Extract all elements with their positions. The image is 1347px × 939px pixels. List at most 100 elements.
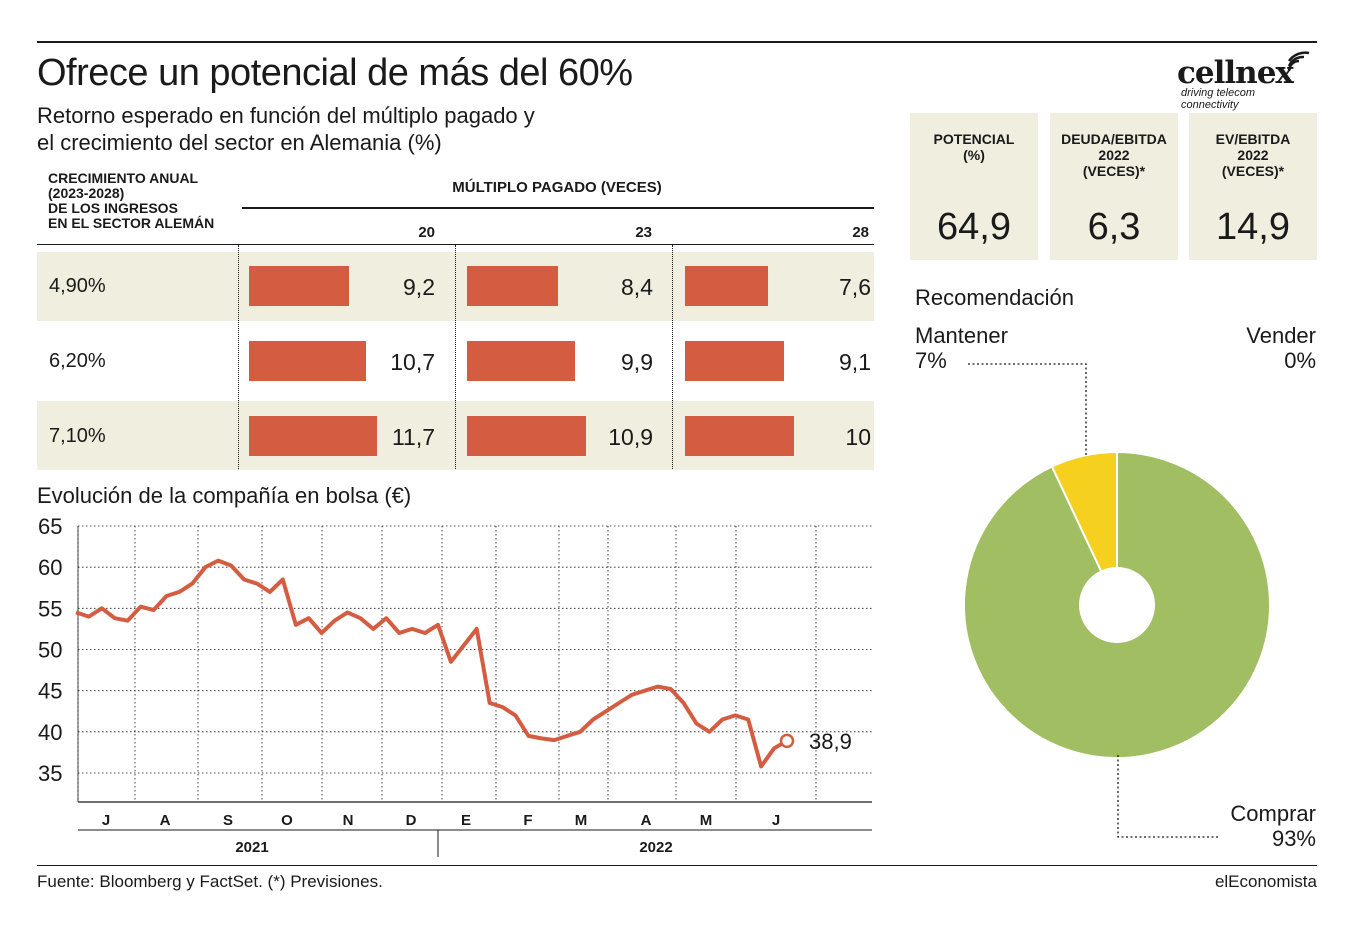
bar bbox=[467, 341, 575, 381]
leader-comprar bbox=[1117, 755, 1218, 838]
year-label: 2022 bbox=[639, 839, 672, 856]
logo-tagline: driving telecom connectivity bbox=[1181, 87, 1255, 111]
row-header-line: (2023-2028) bbox=[48, 185, 125, 201]
kpi-label-line: (%) bbox=[963, 147, 985, 163]
bar-value-label: 8,4 bbox=[621, 274, 653, 300]
month-label: J bbox=[102, 812, 110, 829]
bar-value-label: 9,1 bbox=[839, 349, 871, 375]
month-label: M bbox=[700, 812, 713, 829]
bar-value-label: 11,7 bbox=[391, 424, 435, 450]
label-mantener-pct: 7% bbox=[915, 348, 947, 373]
bar-value-label: 9,2 bbox=[403, 274, 435, 300]
column-group-header: MÚLTIPLO PAGADO (VECES) bbox=[452, 179, 662, 196]
label-mantener-name: Mantener bbox=[915, 323, 1008, 348]
bar bbox=[467, 266, 558, 306]
kpi-label-line: (VECES)* bbox=[1221, 163, 1285, 179]
bar-value-label: 9,9 bbox=[621, 349, 653, 375]
row-header-line: CRECIMIENTO ANUAL bbox=[48, 170, 199, 186]
table-header-rule bbox=[37, 244, 874, 245]
column-divider bbox=[238, 245, 239, 469]
column-divider bbox=[672, 245, 673, 469]
bar-value-label: 7,6 bbox=[839, 274, 871, 300]
month-label: A bbox=[641, 812, 652, 829]
bar bbox=[685, 416, 794, 456]
month-label: D bbox=[406, 812, 417, 829]
kpi-ev-ebitda: EV/EBITDA 2022 (VECES)* 14,9 bbox=[1189, 113, 1317, 260]
bar bbox=[249, 341, 366, 381]
bar-value-label: 10 bbox=[845, 424, 871, 450]
y-tick-label: 35 bbox=[38, 761, 62, 786]
kpi-label: POTENCIAL (%) bbox=[910, 131, 1038, 163]
row-header: CRECIMIENTO ANUAL (2023-2028) DE LOS ING… bbox=[48, 171, 238, 231]
month-label: J bbox=[772, 812, 780, 829]
logo-wordmark: cellnex bbox=[1177, 55, 1294, 91]
last-value-label: 38,9 bbox=[809, 729, 852, 754]
label-vender: Vender 0% bbox=[1180, 323, 1316, 373]
label-mantener: Mantener 7% bbox=[915, 323, 1008, 373]
kpi-potencial: POTENCIAL (%) 64,9 bbox=[910, 113, 1038, 260]
month-label: E bbox=[461, 812, 471, 829]
bar-value-label: 10,7 bbox=[390, 349, 435, 375]
row-label: 7,10% bbox=[49, 425, 106, 447]
y-tick-label: 55 bbox=[38, 596, 62, 621]
month-label: S bbox=[223, 812, 233, 829]
subtitle-line-2: el crecimiento del sector en Alemania (%… bbox=[37, 130, 442, 155]
month-label: N bbox=[343, 812, 354, 829]
subtitle-line-1: Retorno esperado en función del múltiplo… bbox=[37, 103, 535, 128]
kpi-value: 64,9 bbox=[937, 206, 1011, 248]
row-header-line: DE LOS INGRESOS bbox=[48, 200, 178, 216]
kpi-label-line: POTENCIAL bbox=[933, 131, 1015, 147]
donut-hole bbox=[1079, 567, 1155, 643]
kpi-label: EV/EBITDA 2022 (VECES)* bbox=[1189, 131, 1317, 179]
label-comprar-pct: 93% bbox=[1271, 826, 1316, 851]
bar bbox=[249, 266, 349, 306]
brand-label: elEconomista bbox=[1214, 872, 1317, 891]
row-header-line: EN EL SECTOR ALEMÁN bbox=[48, 215, 215, 231]
kpi-deuda-ebitda: DEUDA/EBITDA 2022 (VECES)* 6,3 bbox=[1050, 113, 1178, 260]
column-header-23: 23 bbox=[635, 224, 652, 241]
kpi-label-line: EV/EBITDA bbox=[1215, 131, 1291, 147]
recommendation-donut bbox=[963, 363, 1271, 838]
label-comprar: Comprar 93% bbox=[1180, 801, 1316, 851]
kpi-label-line: 2022 bbox=[1237, 147, 1269, 163]
leader-mantener bbox=[968, 363, 1087, 455]
month-label: O bbox=[281, 812, 293, 829]
label-comprar-name: Comprar bbox=[1230, 801, 1316, 826]
kpi-label-line: DEUDA/EBITDA bbox=[1061, 131, 1167, 147]
y-tick-label: 65 bbox=[38, 514, 62, 539]
signal-waves-icon bbox=[1287, 51, 1310, 72]
bar bbox=[685, 266, 768, 306]
line-chart-title: Evolución de la compañía en bolsa (€) bbox=[37, 483, 412, 508]
bar bbox=[467, 416, 586, 456]
y-tick-label: 50 bbox=[38, 638, 62, 663]
stock-line-chart: 65 60 55 50 45 40 35 38,9 J A S O N D E F M A M J 2021 202… bbox=[38, 514, 872, 857]
page-subtitle: Retorno esperado en función del múltiplo… bbox=[37, 102, 657, 156]
cellnex-logo: cellnex driving telecom connectivity bbox=[1150, 51, 1315, 111]
month-label: M bbox=[575, 812, 588, 829]
label-vender-name: Vender bbox=[1246, 323, 1316, 348]
bottom-rule bbox=[37, 865, 1317, 866]
row-label: 4,90% bbox=[49, 275, 106, 297]
row-label: 6,20% bbox=[49, 350, 106, 372]
y-tick-label: 40 bbox=[38, 720, 62, 745]
bar bbox=[685, 341, 784, 381]
bar-value-label: 10,9 bbox=[608, 424, 653, 450]
last-value-marker bbox=[779, 733, 795, 749]
month-label: A bbox=[160, 812, 171, 829]
y-tick-label: 45 bbox=[38, 679, 62, 704]
y-tick-label: 60 bbox=[38, 555, 62, 580]
label-vender-pct: 0% bbox=[1284, 348, 1316, 373]
year-label: 2021 bbox=[235, 839, 268, 856]
column-divider bbox=[455, 245, 456, 469]
kpi-label-line: 2022 bbox=[1098, 147, 1130, 163]
page-title: Ofrece un potencial de más del 60% bbox=[37, 52, 633, 94]
stock-price-line bbox=[75, 558, 788, 769]
top-rule bbox=[37, 41, 1317, 43]
recommendation-title: Recomendación bbox=[915, 285, 1074, 310]
column-header-28: 28 bbox=[852, 224, 869, 241]
source-note: Fuente: Bloomberg y FactSet. (*) Previsi… bbox=[37, 872, 383, 891]
column-group-rule bbox=[242, 207, 874, 209]
column-header-20: 20 bbox=[418, 224, 435, 241]
kpi-value: 14,9 bbox=[1216, 206, 1290, 248]
kpi-value: 6,3 bbox=[1087, 206, 1141, 248]
